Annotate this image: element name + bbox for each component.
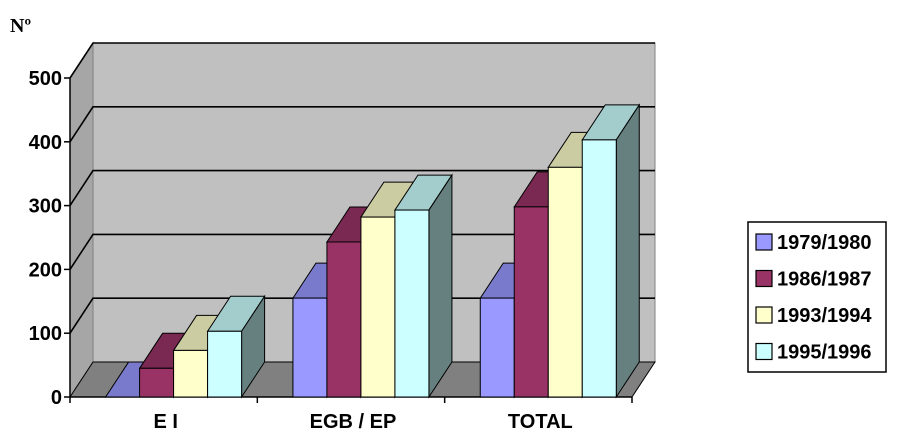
y-tick-label: 0 [51,387,62,409]
bar-front [581,139,617,398]
bar-front [292,297,328,398]
y-tick-label: 100 [29,323,62,345]
axis-labels: 0 100 200 300 400 500 E I EGB / EP TOTAL [29,68,573,432]
bar-front [547,166,583,398]
side-wall [69,41,94,399]
bar [581,103,641,399]
gridline [69,233,655,270]
bar-side [615,103,640,399]
bar [393,173,453,399]
gridline [69,106,655,143]
gridline [69,169,655,207]
bar-front [207,330,243,398]
gridlines [69,42,655,334]
legend-swatch [755,269,773,288]
y-tick-label: 300 [29,196,62,218]
legend-swatch [755,306,773,324]
x-tick-label: EGB / EP [310,411,397,432]
x-tick-label: TOTAL [508,411,573,432]
legend-label: 1993/1994 [777,305,872,327]
y-tick-label: 200 [29,259,62,281]
bar-front [173,349,209,398]
bar-front [326,241,362,398]
bar-side [428,173,453,399]
gridline [69,297,655,334]
legend-swatch [755,233,773,251]
bar [206,294,266,399]
legend-label: 1986/1987 [777,269,872,291]
legend: 1979/1980 1986/1987 1993/1994 1995/1996 [747,221,887,373]
legend-swatch [755,342,773,361]
y-axis-label: Nº [10,15,31,37]
legend-label: 1995/1996 [777,342,872,364]
y-tick-label: 400 [29,132,62,154]
bar-front [360,216,396,398]
legend-label: 1979/1980 [777,232,872,254]
gridline [69,42,655,79]
x-tick-label: E I [153,411,177,432]
bar-front [513,206,549,398]
y-tick-label: 500 [29,68,62,90]
bar-front [139,367,175,398]
bar-front [394,209,430,398]
bar-front [479,297,515,398]
bars [104,103,641,399]
